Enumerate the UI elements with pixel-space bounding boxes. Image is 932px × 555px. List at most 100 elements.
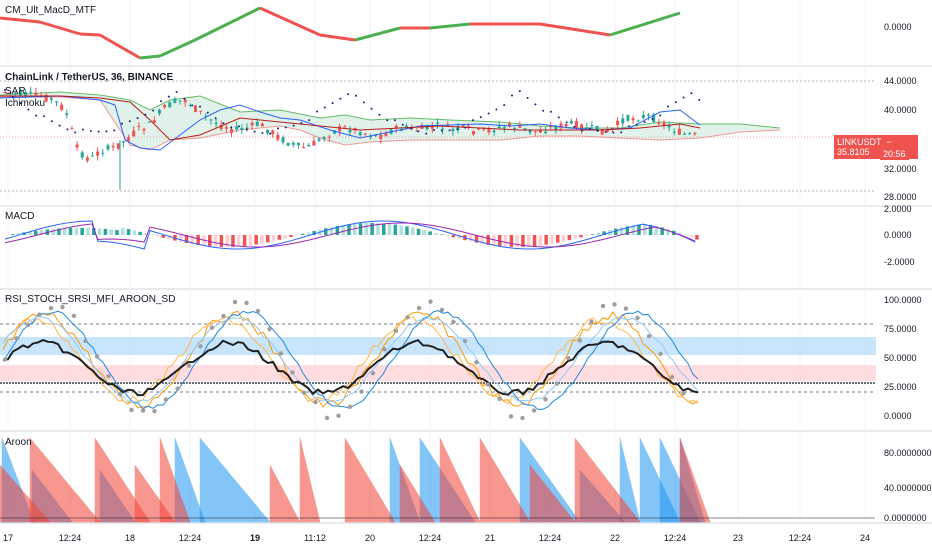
price-candle	[184, 100, 187, 102]
macd-histogram-bar	[307, 232, 311, 235]
top-axis-label: 0.0000	[884, 22, 912, 32]
price-candle	[50, 98, 53, 100]
sar-dot	[137, 117, 139, 119]
mfi-dot	[141, 408, 145, 412]
sar-dot	[456, 128, 458, 130]
aroon-axis-label: 0.0000000	[884, 513, 927, 523]
price-candle	[359, 132, 362, 135]
price-candle	[364, 134, 367, 135]
price-candle	[266, 130, 269, 134]
macd-histogram-bar	[591, 234, 595, 235]
sar-dot	[144, 114, 146, 116]
price-candle	[117, 143, 120, 149]
macd-histogram-bar	[133, 230, 137, 235]
macd-histogram-bar	[63, 228, 67, 235]
sar-dot	[59, 125, 61, 127]
sar-dot	[581, 129, 583, 131]
price-candle	[539, 130, 542, 132]
time-axis-label: 12:24	[789, 533, 812, 543]
price-candle	[29, 92, 32, 93]
sar-dot	[339, 98, 341, 100]
mfi-dot	[382, 347, 386, 351]
macd-histogram-bar	[452, 235, 456, 237]
mfi-dot	[578, 338, 582, 342]
price-candle	[338, 126, 341, 131]
macd-histogram-bar	[254, 235, 258, 244]
sar-dot	[316, 111, 318, 113]
sar-dot	[667, 105, 669, 107]
sar-dot	[113, 129, 115, 131]
price-candle	[34, 93, 37, 96]
macd-histogram-bar	[266, 235, 270, 242]
macd-histogram-bar	[510, 235, 513, 247]
price-candle	[441, 129, 444, 130]
sar-dot	[308, 119, 310, 121]
sar-dot	[222, 122, 224, 124]
sar-dot	[51, 120, 53, 122]
macd-histogram-bar	[411, 228, 415, 235]
sar-dot	[207, 112, 209, 114]
macd-histogram-bar	[614, 229, 618, 235]
price-candle	[132, 131, 135, 136]
top-indicator-line	[80, 34, 100, 35]
sar-dot	[636, 124, 638, 126]
time-axis-label: 23	[733, 533, 743, 543]
macd-histogram-bar	[504, 235, 508, 247]
sar-dot	[612, 132, 614, 134]
macd-histogram-bar	[104, 229, 108, 235]
time-axis-label: 12:24	[664, 533, 687, 543]
sar-dot	[246, 128, 248, 130]
mfi-dot	[233, 300, 237, 304]
mfi-dot	[95, 354, 99, 358]
macd-histogram-bar	[405, 226, 409, 235]
rsi-axis-label: 75.0000	[884, 324, 917, 334]
sar-dot	[238, 125, 240, 127]
sar-dot	[605, 131, 607, 133]
price-tag-countdown: 20:56	[880, 148, 909, 160]
mfi-dot	[440, 308, 444, 312]
price-candle	[575, 121, 578, 129]
price-candle	[647, 115, 650, 116]
macd-histogram-bar	[75, 228, 79, 235]
mfi-dot	[279, 351, 283, 355]
sar-dot	[90, 130, 92, 132]
sar-dot	[651, 118, 653, 120]
macd-histogram-bar	[109, 229, 113, 235]
overlay-sar-label: SAR	[5, 86, 26, 97]
rsi-lower-band	[706, 365, 876, 381]
sar-dot	[324, 107, 326, 109]
macd-histogram-bar	[51, 229, 55, 235]
sar-dot	[269, 133, 271, 135]
macd-histogram-bar	[417, 229, 421, 235]
sar-dot	[433, 129, 435, 131]
price-candle	[194, 105, 197, 111]
mfi-dot	[520, 416, 524, 420]
time-axis-label: 12:24	[59, 533, 82, 543]
rsi-pane-title: RSI_STOCH_SRSI_MFI_AROON_SD	[5, 294, 175, 305]
price-candle	[81, 152, 84, 157]
sar-dot	[371, 108, 373, 110]
price-candle	[312, 141, 315, 146]
mfi-dot	[49, 306, 53, 310]
top-indicator-title: CM_Ult_MacD_MTF	[5, 5, 96, 16]
macd-histogram-bar	[69, 228, 73, 235]
price-candle	[122, 141, 125, 142]
price-candle	[436, 123, 439, 124]
price-candle	[292, 143, 295, 145]
macd-histogram-bar	[533, 235, 537, 246]
sar-dot	[550, 111, 552, 113]
mfi-dot	[555, 381, 559, 385]
price-candle	[256, 122, 259, 126]
sar-dot	[589, 127, 591, 129]
mfi-dot	[497, 397, 501, 401]
mfi-dot	[267, 327, 271, 331]
macd-histogram-bar	[394, 225, 398, 235]
price-candle	[477, 128, 480, 129]
macd-histogram-bar	[544, 235, 548, 245]
price-candle	[173, 99, 176, 103]
sar-dot	[168, 96, 170, 98]
macd-histogram-bar	[127, 229, 131, 235]
price-candle	[106, 145, 109, 149]
sar-dot	[542, 110, 544, 112]
sar-dot	[698, 99, 700, 101]
